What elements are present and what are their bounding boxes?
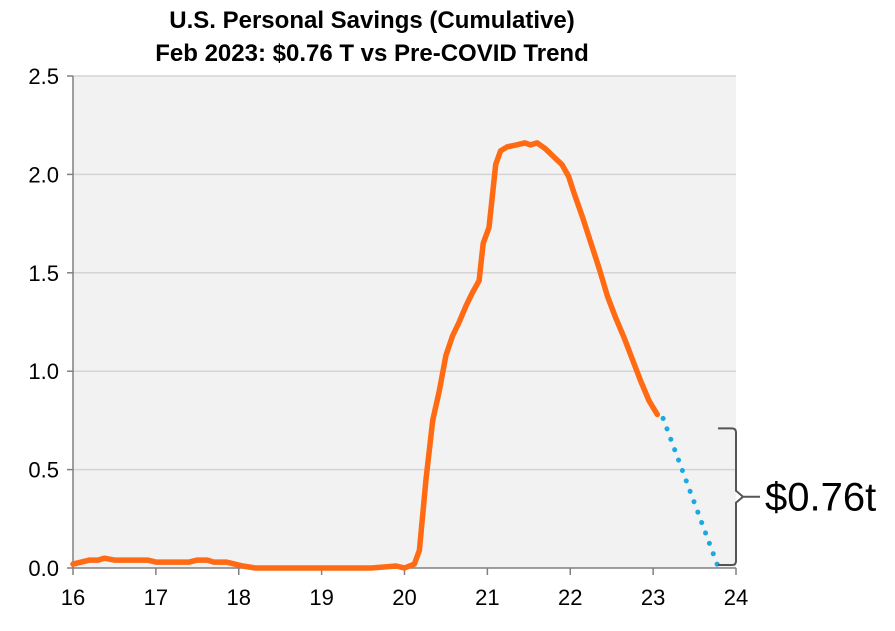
x-tick-label: 17 [144,585,168,610]
y-tick-label: 0.0 [28,556,59,581]
x-tick-label: 24 [724,585,748,610]
x-tick-label: 21 [475,585,499,610]
x-tick-label: 22 [558,585,582,610]
y-tick-label: 2.0 [28,162,59,187]
x-axis-ticks: 16 17 18 19 20 21 22 23 24 [61,585,748,610]
trend-gap-dotted-line [660,415,721,569]
x-tick-label: 16 [61,585,85,610]
x-tick-label: 20 [392,585,416,610]
y-tick-label: 0.5 [28,458,59,483]
plot-area [73,76,736,568]
series-group [70,140,721,571]
y-axis-ticks: 0.0 0.5 1.0 1.5 2.0 2.5 [28,64,59,581]
x-tick-label: 23 [641,585,665,610]
grid-lines [73,75,736,471]
savings-line [70,140,661,571]
y-tick-label: 1.5 [28,261,59,286]
chart-title: U.S. Personal Savings (Cumulative) [169,7,574,34]
annotation-group: $0.76t [718,427,876,566]
y-tick-label: 1.0 [28,359,59,384]
annotation-brace [718,427,760,566]
chart-subtitle: Feb 2023: $0.76 T vs Pre-COVID Trend [155,40,589,67]
y-tick-label: 2.5 [28,64,59,89]
x-tick-label: 19 [309,585,333,610]
x-tick-label: 18 [227,585,251,610]
annotation-label: $0.76t [765,476,876,520]
